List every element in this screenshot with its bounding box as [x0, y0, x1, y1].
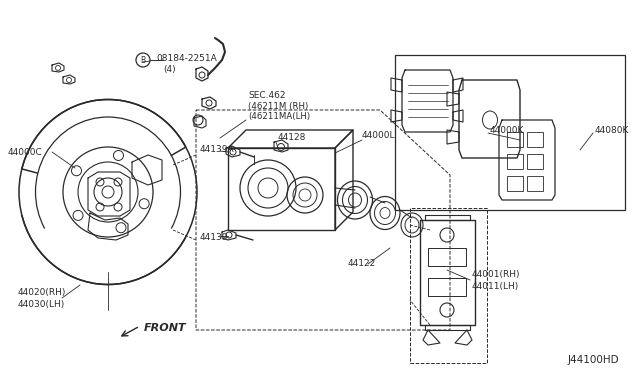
Bar: [527, 154, 543, 169]
Text: 44139: 44139: [200, 232, 228, 241]
Bar: [507, 176, 523, 191]
Bar: [428, 248, 466, 266]
Text: 44030(LH): 44030(LH): [18, 299, 65, 308]
Text: 44000L: 44000L: [362, 131, 396, 140]
Bar: [410, 208, 487, 363]
Bar: [527, 132, 543, 147]
Text: 44020(RH): 44020(RH): [18, 289, 67, 298]
Text: SEC.462: SEC.462: [248, 90, 285, 99]
Bar: [428, 278, 466, 296]
Text: 44128: 44128: [278, 132, 307, 141]
Text: 44000C: 44000C: [8, 148, 43, 157]
Bar: [395, 55, 625, 210]
Text: 08184-2251A: 08184-2251A: [156, 54, 217, 62]
Text: 44001(RH): 44001(RH): [472, 270, 520, 279]
Text: B: B: [140, 55, 145, 64]
Text: 44000K: 44000K: [490, 125, 524, 135]
Text: FRONT: FRONT: [144, 323, 187, 333]
Bar: [507, 154, 523, 169]
Text: (46211M (RH): (46211M (RH): [248, 102, 308, 110]
Bar: [527, 176, 543, 191]
Text: 44080K: 44080K: [595, 125, 629, 135]
Text: 44122: 44122: [348, 260, 376, 269]
Text: 44011(LH): 44011(LH): [472, 282, 519, 291]
Bar: [507, 132, 523, 147]
Text: 44139A: 44139A: [200, 144, 235, 154]
Text: (4): (4): [163, 64, 175, 74]
Text: (46211MA(LH): (46211MA(LH): [248, 112, 310, 121]
Text: J44100HD: J44100HD: [568, 355, 620, 365]
